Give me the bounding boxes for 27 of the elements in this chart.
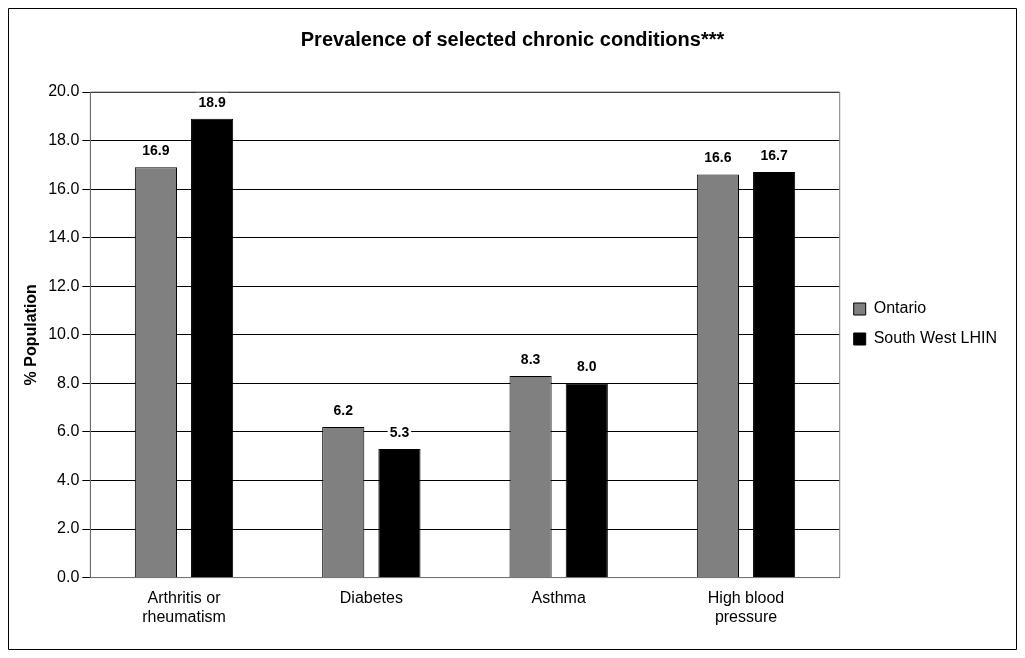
data-label: 16.9 bbox=[142, 142, 170, 159]
y-tick-label: 10.0 bbox=[48, 325, 80, 343]
legend-label: Ontario bbox=[873, 299, 927, 317]
y-tick-label: 16.0 bbox=[48, 179, 80, 197]
x-tick-label: Asthma bbox=[531, 588, 586, 606]
data-label: 8.3 bbox=[520, 350, 541, 367]
x-tick-label: High blood pressure bbox=[707, 588, 785, 625]
y-tick-label: 2.0 bbox=[57, 519, 80, 537]
data-label: 8.0 bbox=[577, 358, 597, 375]
chart-title: Prevalence of selected chronic conditions*** bbox=[300, 27, 725, 50]
legend-label: South West LHIN bbox=[873, 329, 997, 347]
data-label: 16.6 bbox=[704, 149, 732, 166]
y-tick-label: 20.0 bbox=[48, 82, 80, 100]
data-label: 16.7 bbox=[760, 146, 788, 163]
y-tick-label: 8.0 bbox=[57, 373, 80, 391]
x-tick-label: Arthritis or rheumatism bbox=[142, 588, 226, 625]
y-tick-label: 18.0 bbox=[48, 130, 80, 148]
y-axis-title: % Population bbox=[22, 284, 40, 386]
data-label: 5.3 bbox=[389, 423, 410, 440]
data-label: 18.9 bbox=[198, 93, 226, 110]
y-tick-label: 0.0 bbox=[57, 568, 80, 586]
data-label: 6.2 bbox=[333, 401, 354, 418]
y-tick-label: 14.0 bbox=[48, 228, 80, 246]
y-tick-label: 4.0 bbox=[57, 470, 80, 488]
y-tick-label: 6.0 bbox=[57, 422, 80, 440]
y-tick-label: 12.0 bbox=[48, 276, 80, 294]
x-tick-label: Diabetes bbox=[339, 588, 403, 606]
